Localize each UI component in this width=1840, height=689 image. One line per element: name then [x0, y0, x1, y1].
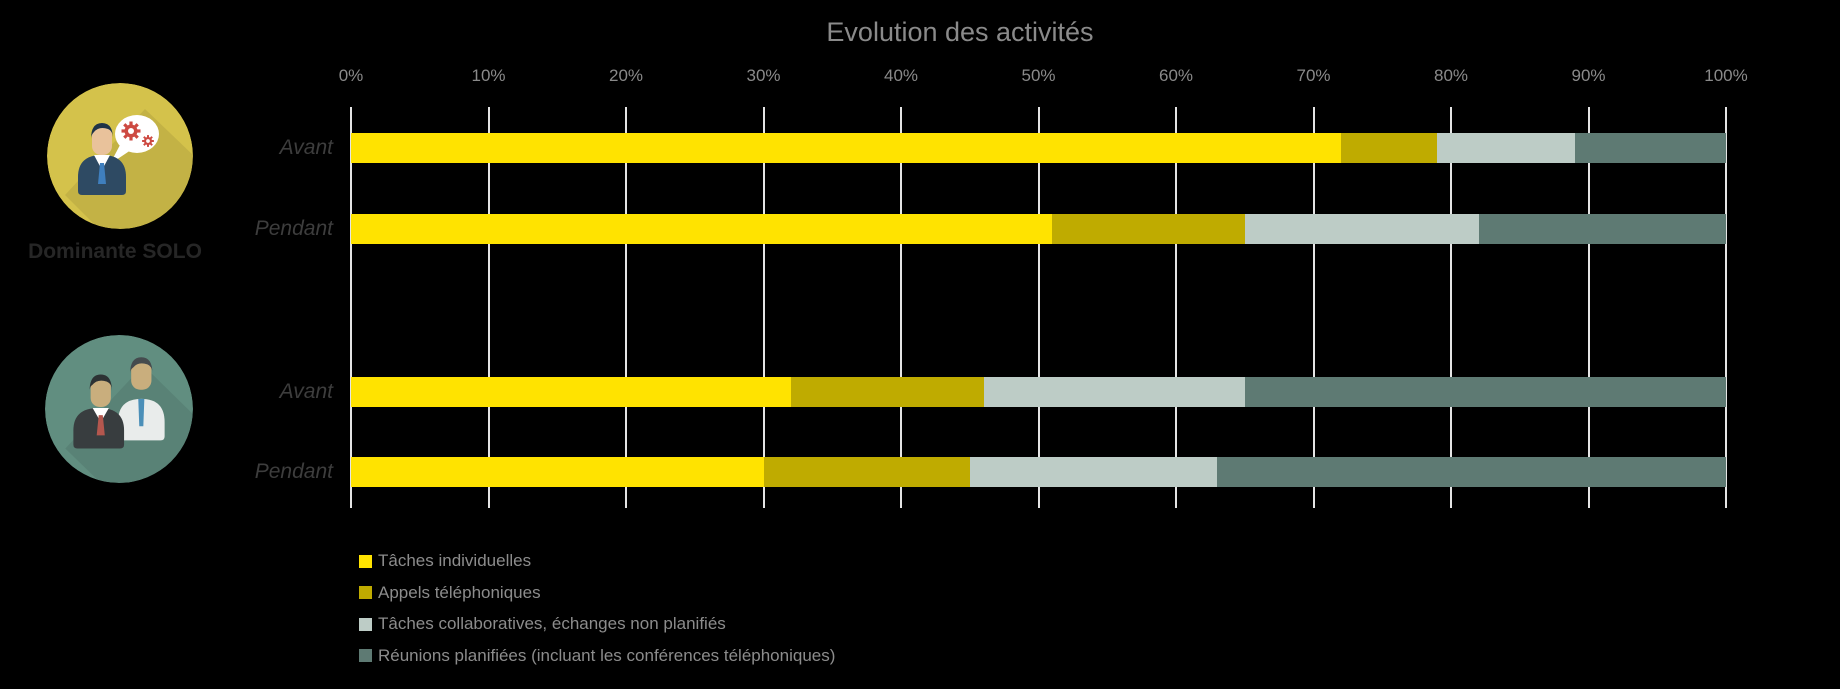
group-solo-label: Dominante SOLO — [28, 240, 202, 263]
chart-title: Evolution des activités — [826, 17, 1094, 47]
gridline — [1450, 107, 1452, 508]
row-label: Pendant — [254, 460, 333, 483]
bar-segment — [1437, 133, 1575, 163]
bar-segment — [1244, 214, 1479, 244]
legend-item: Réunions planifiées (incluant les confér… — [359, 645, 835, 667]
bar-segment — [1341, 133, 1438, 163]
legend-swatch — [359, 554, 372, 568]
x-axis-label: 80% — [1433, 66, 1469, 85]
legend-swatch — [359, 649, 372, 662]
legend-label: Appels téléphoniques — [378, 582, 541, 602]
stacked-bar — [351, 457, 1726, 487]
gridline — [625, 107, 627, 508]
gridline — [762, 107, 765, 508]
row-label: Avant — [279, 380, 333, 403]
legend-label: Réunions planifiées (incluant les confér… — [378, 645, 836, 665]
person-with-speech-bubble-gears-icon — [47, 83, 193, 229]
x-axis-label: 50% — [1021, 66, 1056, 85]
legend-label: Tâches collaboratives, échanges non plan… — [378, 614, 726, 633]
bar-segment — [351, 377, 791, 407]
x-axis-label: 20% — [608, 66, 644, 85]
bar-segment — [1052, 214, 1245, 244]
legend-item: Tâches individuelles — [359, 550, 531, 572]
gridline — [1175, 107, 1177, 508]
x-axis-label: 90% — [1571, 66, 1606, 85]
legend-swatch — [359, 617, 372, 631]
x-axis-label: 0% — [338, 66, 364, 85]
bar-segment — [1244, 377, 1726, 407]
bar-segment — [351, 214, 1053, 244]
bar-segment — [1478, 214, 1726, 244]
x-axis-label: 60% — [1158, 66, 1194, 85]
gridline — [900, 107, 902, 508]
legend-item: Appels téléphoniques — [359, 582, 541, 604]
bar-segment — [791, 377, 984, 407]
stacked-bar — [351, 377, 1726, 407]
bar-segment — [969, 457, 1218, 487]
gridline — [1037, 107, 1040, 508]
legend-label: Tâches individuelles — [378, 551, 532, 570]
gridline — [1725, 107, 1727, 508]
row-label: Avant — [279, 136, 333, 159]
bar-segment — [1574, 133, 1726, 163]
bar-segment — [983, 377, 1245, 407]
bar-segment — [351, 133, 1341, 163]
stacked-bar — [351, 214, 1726, 244]
gridline — [487, 107, 490, 508]
x-axis-label: 100% — [1704, 66, 1748, 85]
two-people-icon — [45, 335, 193, 483]
bar-segment — [351, 457, 764, 487]
bar-segment — [763, 457, 970, 487]
x-axis-label: 70% — [1296, 66, 1331, 85]
stacked-bar — [351, 133, 1726, 163]
gridline — [1312, 107, 1315, 508]
gridline — [1587, 107, 1590, 508]
row-label: Pendant — [254, 217, 333, 240]
x-axis-label: 10% — [471, 66, 506, 85]
legend-swatch — [359, 586, 372, 599]
legend-item: Tâches collaboratives, échanges non plan… — [359, 613, 726, 635]
gridline — [350, 107, 352, 508]
x-axis-label: 30% — [746, 66, 781, 85]
x-axis-label: 40% — [883, 66, 919, 85]
bar-segment — [1217, 457, 1726, 487]
